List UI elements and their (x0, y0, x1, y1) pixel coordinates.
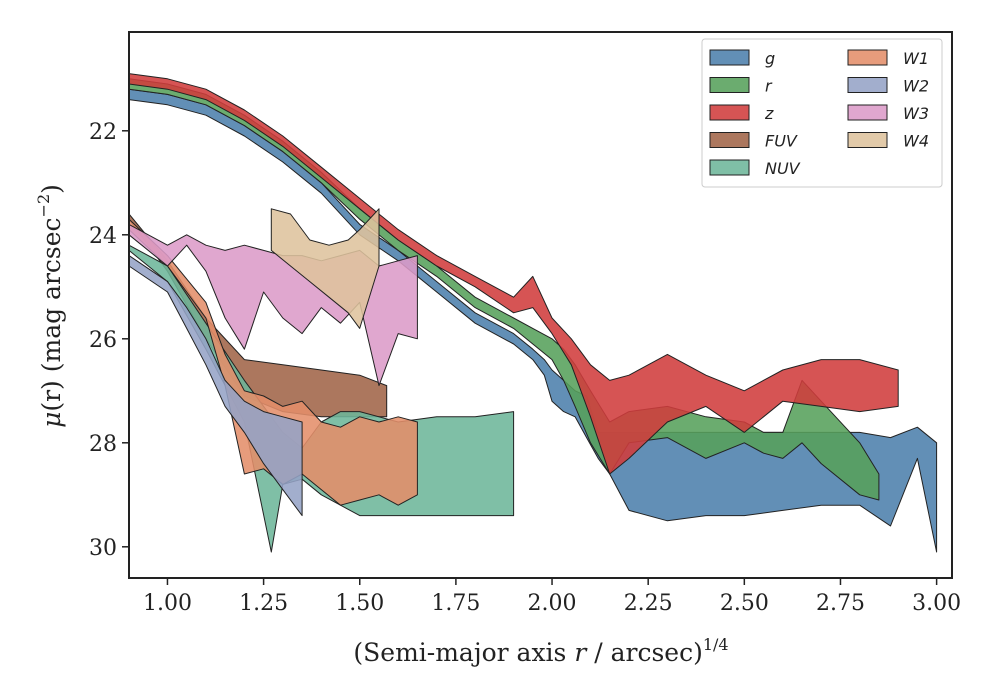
y-axis-label-mu: μ (37, 412, 66, 428)
legend-box (701, 38, 943, 188)
series-bands (128, 73, 938, 553)
x-tick-label: 2.75 (816, 591, 865, 616)
x-tick-label: 2.25 (624, 591, 673, 616)
legend-swatch-g (709, 49, 750, 66)
x-axis-label: (Semi-major axis r / arcsec)1/4 (353, 635, 728, 667)
y-tick-label: 30 (89, 536, 117, 561)
band-w2 (128, 255, 303, 517)
legend-label-fuv: FUV (765, 132, 798, 151)
x-axis-ticks: 1.00 1.25 1.50 1.75 2.00 2.25 2.50 2.75 3.00 (143, 578, 961, 616)
legend-label-z: z (764, 104, 774, 123)
legend-label-w4: W4 (903, 132, 929, 151)
legend-swatch-z (709, 104, 750, 121)
legend-swatch-nuv (709, 159, 750, 176)
legend-label-w2: W2 (903, 77, 929, 96)
legend: grz FUV NUV W1 W2 W3 W4 (701, 38, 943, 188)
x-axis-label-exponent: 1/4 (703, 635, 729, 654)
y-tick-label: 22 (89, 120, 117, 145)
legend-swatch-fuv (709, 132, 750, 148)
legend-label-nuv: NUV (765, 159, 801, 178)
y-axis-ticks: 22 24 26 28 30 (89, 120, 129, 561)
x-tick-label: 1.50 (335, 591, 384, 616)
x-axis-label-unit: / arcsec) (586, 638, 703, 667)
x-tick-label: 1.25 (239, 591, 288, 616)
y-axis-label-main: (r) (mag arcsec (37, 217, 66, 411)
y-tick-label: 26 (89, 328, 117, 353)
y-axis-label-exponent: −2 (34, 194, 53, 218)
legend-swatch-w1 (847, 49, 888, 66)
band-z (128, 73, 899, 475)
y-axis-label-close: ) (37, 184, 66, 194)
y-axis-label: μ(r) (mag arcsec−2) (34, 184, 66, 428)
x-tick-label: 1.75 (431, 591, 480, 616)
legend-swatch-w2 (847, 77, 888, 93)
x-tick-label: 1.00 (143, 591, 192, 616)
band-r (128, 78, 880, 501)
plot-frame (128, 31, 953, 579)
legend-label-r: r (765, 77, 773, 96)
y-tick-label: 24 (89, 224, 117, 249)
legend-label-g: g (765, 49, 775, 68)
band-w1 (128, 218, 418, 506)
legend-swatch-w3 (847, 104, 888, 121)
x-tick-label: 2.00 (528, 591, 577, 616)
x-axis-label-main: (Semi-major axis (353, 638, 574, 667)
x-tick-label: 2.50 (720, 591, 769, 616)
y-tick-label: 28 (89, 432, 117, 457)
x-tick-label: 3.00 (912, 591, 961, 616)
legend-swatch-r (709, 77, 750, 93)
legend-label-w1: W1 (903, 49, 929, 68)
band-w4 (270, 208, 380, 329)
legend-swatch-w4 (847, 132, 888, 148)
legend-label-w3: W3 (903, 104, 929, 123)
x-axis-label-var: r (574, 638, 588, 667)
